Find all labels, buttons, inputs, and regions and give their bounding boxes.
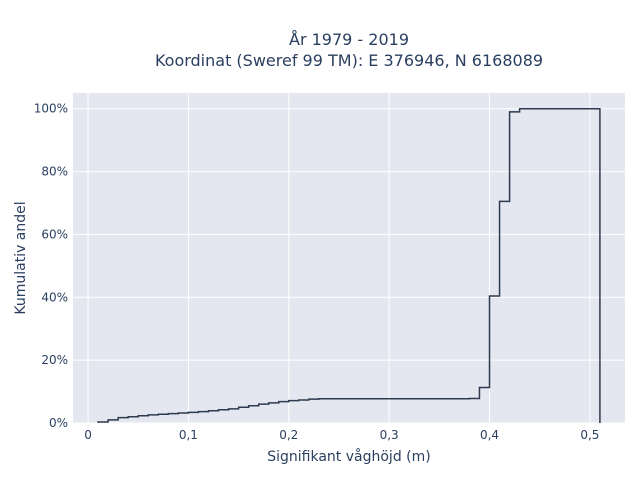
x-tick-label: 0,3 bbox=[380, 428, 399, 442]
chart-title-line-2: Koordinat (Sweref 99 TM): E 376946, N 61… bbox=[155, 51, 543, 70]
x-tick-label: 0 bbox=[84, 428, 92, 442]
gridlines bbox=[73, 93, 625, 424]
y-tick-label: 100% bbox=[34, 102, 68, 116]
chart-title-line-1: År 1979 - 2019 bbox=[289, 30, 409, 49]
y-tick-label: 0% bbox=[49, 416, 68, 430]
series-line bbox=[97, 107, 601, 423]
y-tick-label: 60% bbox=[41, 227, 68, 241]
x-axis-title: Signifikant våghöjd (m) bbox=[267, 448, 430, 465]
x-tick-label: 0,4 bbox=[480, 428, 499, 442]
y-axis-title: Kumulativ andel bbox=[13, 201, 29, 314]
x-tick-label: 0,1 bbox=[179, 428, 198, 442]
tick-labels: 0 0,1 0,2 0,3 0,4 0,5 0% 20% 40% 60% 80% 100% bbox=[34, 102, 600, 442]
y-tick-label: 40% bbox=[41, 290, 68, 304]
y-tick-label: 80% bbox=[41, 165, 68, 179]
x-tick-label: 0,2 bbox=[279, 428, 298, 442]
y-tick-label: 20% bbox=[41, 353, 68, 367]
plot-area bbox=[73, 93, 625, 423]
x-tick-label: 0,5 bbox=[580, 428, 599, 442]
